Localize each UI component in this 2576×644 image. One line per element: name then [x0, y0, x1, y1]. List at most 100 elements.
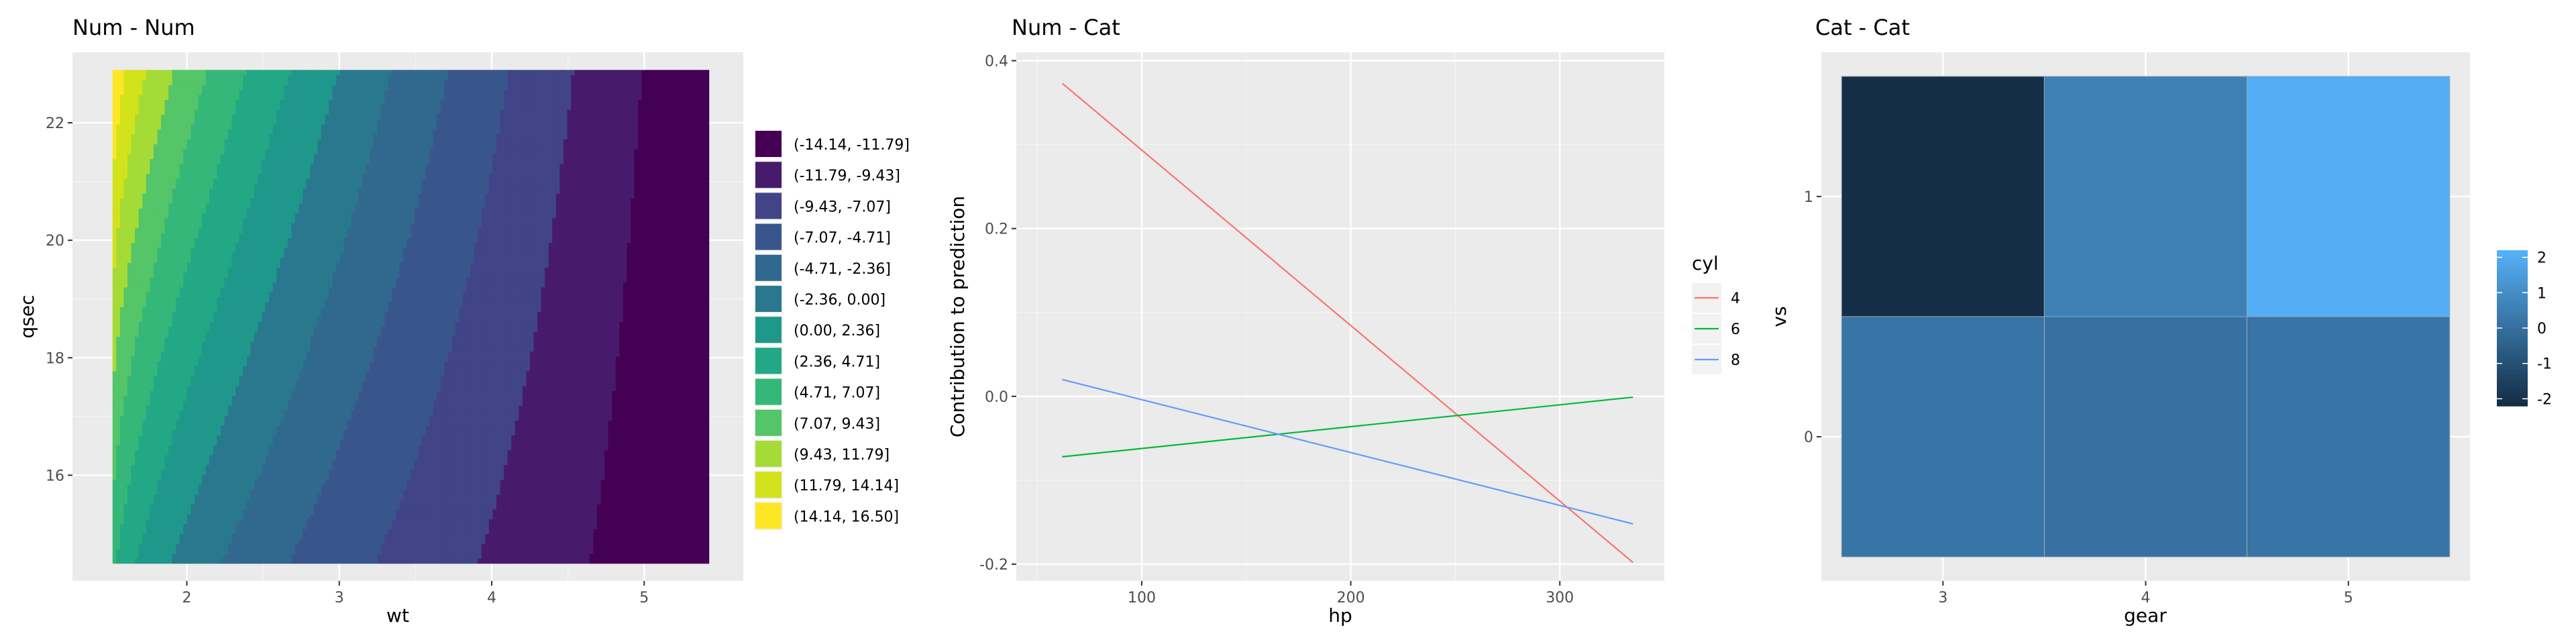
contour-cell [168, 208, 173, 214]
contour-cell [183, 85, 188, 91]
contour-cell [112, 326, 117, 332]
contour-cell [157, 208, 162, 214]
contour-cell [209, 124, 214, 130]
contour-cell [269, 307, 274, 313]
contour-cell [224, 415, 229, 421]
contour-cell [183, 292, 188, 298]
contour-cell [239, 178, 244, 184]
contour-cell [112, 104, 117, 110]
contour-cell [172, 529, 176, 535]
contour-cell [202, 237, 207, 244]
contour-cell [246, 129, 251, 135]
contour-cell [272, 232, 277, 238]
contour-cell [291, 533, 296, 539]
contour-cell [191, 331, 195, 337]
contour-cell [209, 272, 214, 278]
contour-cell [291, 558, 296, 564]
contour-cell [294, 217, 300, 223]
contour-cell [142, 223, 147, 229]
contour-cell [276, 331, 281, 337]
contour-cell [127, 533, 132, 539]
contour-cell [112, 361, 117, 367]
contour-cell [186, 464, 192, 470]
contour-cell [227, 133, 233, 140]
contour-cell [179, 454, 184, 460]
contour-cell [239, 227, 244, 233]
contour-cell [205, 148, 210, 154]
contour-cell [135, 223, 140, 229]
contour-cell [213, 124, 217, 130]
contour-cell [135, 203, 140, 209]
contour-cell [280, 390, 284, 396]
contour-cell [276, 326, 281, 332]
contour-cell [220, 430, 225, 436]
contour-cell [250, 317, 255, 322]
contour-cell [280, 341, 284, 347]
contour-cell [261, 188, 266, 194]
contour-cell [261, 484, 266, 490]
contour-cell [265, 385, 270, 391]
contour-cell [205, 267, 210, 273]
contour-cell [127, 514, 132, 520]
contour-cell [291, 529, 296, 535]
contour-surface [112, 70, 710, 564]
contour-cell [284, 489, 288, 495]
contour-cell [261, 445, 266, 451]
contour-cell [138, 193, 143, 199]
contour-cell [243, 553, 248, 559]
contour-cell [231, 460, 236, 466]
contour-cell [213, 533, 217, 539]
contour-cell [157, 297, 162, 303]
contour-cell [243, 533, 248, 539]
contour-cell [179, 366, 184, 372]
contour-cell [243, 183, 248, 189]
contour-cell [194, 321, 199, 327]
contour-cell [231, 237, 236, 244]
contour-cell [261, 479, 266, 485]
contour-cell [138, 213, 143, 219]
contour-cell [194, 173, 199, 179]
contour-cell [239, 173, 244, 179]
contour-cell [227, 164, 233, 169]
contour-cell [294, 286, 300, 292]
contour-cell [202, 469, 207, 475]
contour-cell [142, 178, 147, 184]
contour-cell [176, 262, 180, 268]
contour-cell [243, 435, 248, 441]
contour-cell [209, 361, 214, 367]
contour-cell [183, 252, 188, 258]
contour-cell [164, 70, 169, 76]
contour-cell [284, 331, 288, 337]
contour-cell [186, 499, 192, 505]
contour-cell [164, 454, 169, 460]
contour-cell [235, 469, 240, 475]
contour-cell [202, 99, 207, 105]
contour-cell [123, 533, 128, 539]
contour-cell [224, 85, 229, 91]
contour-cell [179, 430, 184, 436]
contour-cell [231, 109, 236, 115]
contour-cell [191, 390, 195, 396]
contour-cell [213, 257, 217, 263]
contour-cell [191, 85, 195, 91]
contour-cell [160, 523, 166, 529]
contour-cell [112, 351, 117, 357]
contour-cell [239, 286, 244, 292]
contour-cell [146, 148, 150, 154]
contour-cell [205, 198, 210, 204]
contour-cell [272, 435, 277, 441]
contour-cell [179, 449, 184, 455]
contour-cell [186, 430, 192, 436]
contour-cell [217, 410, 221, 416]
contour-cell [131, 435, 136, 441]
contour-cell [131, 217, 136, 223]
contour-cell [265, 400, 270, 406]
contour-cell [127, 385, 132, 391]
contour-cell [116, 242, 121, 248]
contour-cell [258, 445, 262, 451]
contour-cell [157, 400, 162, 406]
contour-cell [138, 514, 143, 520]
contour-cell [112, 400, 117, 406]
contour-cell [127, 351, 132, 357]
contour-cell [287, 484, 292, 490]
